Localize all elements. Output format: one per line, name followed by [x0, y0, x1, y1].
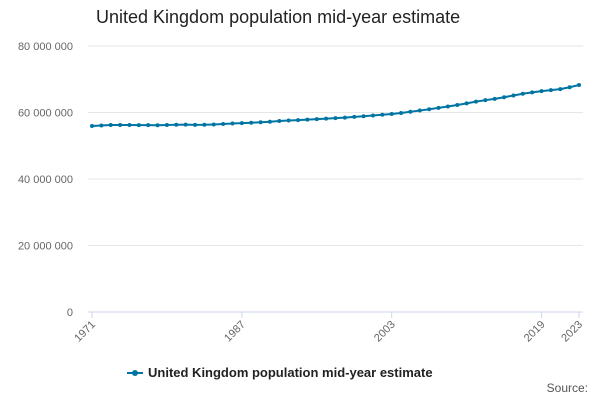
y-tick-label: 40 000 000: [18, 174, 73, 186]
x-tick-label: 2003: [372, 319, 398, 345]
data-point[interactable]: [483, 98, 488, 103]
data-point[interactable]: [258, 120, 263, 125]
data-point[interactable]: [539, 89, 544, 94]
data-point[interactable]: [286, 118, 291, 123]
data-point[interactable]: [520, 91, 525, 96]
data-point[interactable]: [305, 117, 310, 122]
data-point[interactable]: [99, 123, 104, 128]
y-tick-label: 20 000 000: [18, 241, 73, 253]
legend[interactable]: United Kingdom population mid-year estim…: [127, 365, 433, 380]
data-point[interactable]: [202, 122, 207, 127]
data-point[interactable]: [558, 87, 563, 92]
data-point[interactable]: [352, 114, 357, 119]
data-point[interactable]: [502, 95, 507, 100]
data-point[interactable]: [389, 111, 394, 116]
legend-swatch: [127, 369, 143, 376]
data-point[interactable]: [108, 123, 113, 128]
data-point[interactable]: [267, 119, 272, 124]
y-tick-label: 60 000 000: [18, 108, 73, 120]
data-point[interactable]: [342, 115, 347, 120]
x-tick-label: 1971: [72, 319, 98, 345]
x-tick-label: 2019: [522, 319, 548, 345]
data-point[interactable]: [249, 120, 254, 125]
data-point[interactable]: [193, 122, 198, 127]
data-point[interactable]: [324, 116, 329, 121]
data-point[interactable]: [296, 118, 301, 123]
data-point[interactable]: [417, 108, 422, 113]
data-point[interactable]: [492, 96, 497, 101]
data-point[interactable]: [408, 109, 413, 114]
y-tick-label: 80 000 000: [18, 41, 73, 53]
data-point[interactable]: [464, 101, 469, 106]
legend-marker-icon: [132, 369, 138, 376]
series: [90, 83, 581, 129]
data-point[interactable]: [361, 114, 366, 119]
data-point[interactable]: [511, 93, 516, 98]
data-point[interactable]: [277, 119, 282, 124]
source-link[interactable]: Source:: [546, 381, 588, 395]
gridlines: [88, 45, 583, 246]
data-point[interactable]: [567, 85, 572, 90]
chart-title: United Kingdom population mid-year estim…: [96, 7, 461, 27]
x-axis-ticks: 1971 1987 2003 2019 2023: [72, 312, 585, 344]
data-point[interactable]: [473, 99, 478, 104]
data-point[interactable]: [174, 122, 179, 127]
data-point[interactable]: [333, 116, 338, 121]
data-point[interactable]: [399, 111, 404, 116]
data-point[interactable]: [380, 112, 385, 117]
y-axis-ticks: 0 20 000 000 40 000 000 60 000 000 80 000 00…: [18, 41, 73, 319]
data-point[interactable]: [221, 121, 226, 126]
data-point[interactable]: [164, 123, 169, 127]
data-point[interactable]: [239, 121, 244, 126]
data-point[interactable]: [548, 88, 553, 93]
data-point[interactable]: [445, 104, 450, 109]
data-point[interactable]: [211, 122, 216, 127]
data-point[interactable]: [183, 122, 188, 127]
y-tick-label: 0: [67, 307, 73, 319]
data-point[interactable]: [577, 83, 581, 88]
data-point[interactable]: [314, 117, 319, 122]
data-point[interactable]: [370, 113, 375, 118]
data-point[interactable]: [118, 123, 123, 128]
data-point[interactable]: [136, 123, 141, 128]
data-point[interactable]: [427, 107, 432, 112]
data-point[interactable]: [455, 102, 460, 107]
legend-label: United Kingdom population mid-year estim…: [148, 365, 433, 380]
data-point[interactable]: [530, 90, 535, 95]
data-point[interactable]: [230, 121, 235, 126]
data-point[interactable]: [90, 124, 94, 129]
data-point[interactable]: [155, 123, 160, 128]
data-point[interactable]: [436, 105, 441, 110]
data-point[interactable]: [146, 123, 151, 128]
x-tick-label: 2023: [559, 319, 585, 345]
x-tick-label: 1987: [222, 319, 248, 345]
data-point[interactable]: [127, 123, 132, 128]
